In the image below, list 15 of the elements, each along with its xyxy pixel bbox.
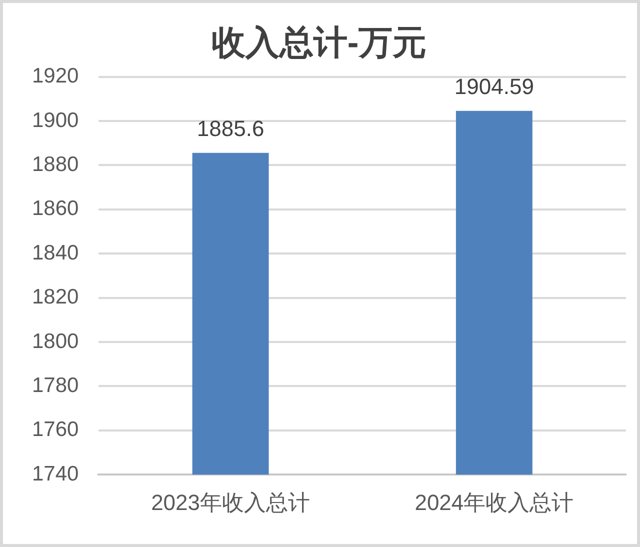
y-tick-label: 1760	[32, 418, 79, 442]
y-tick-label: 1800	[32, 330, 79, 353]
chart-title: 收入总计-万元	[211, 24, 427, 62]
y-tick-label: 1900	[32, 108, 79, 132]
y-tick-label: 1920	[32, 64, 79, 88]
y-tick-label: 1860	[32, 197, 79, 220]
data-label: 1904.59	[454, 74, 534, 99]
x-tick-label: 2023年收入总计	[151, 490, 310, 515]
y-tick-label: 1840	[32, 241, 79, 264]
y-tick-label: 1880	[32, 152, 79, 176]
y-tick-label: 1740	[32, 462, 79, 486]
y-tick-label: 1780	[32, 374, 79, 397]
y-tick-label: 1820	[32, 286, 79, 309]
x-tick-label: 2024年收入总计	[414, 490, 574, 515]
data-label: 1885.6	[196, 116, 264, 141]
